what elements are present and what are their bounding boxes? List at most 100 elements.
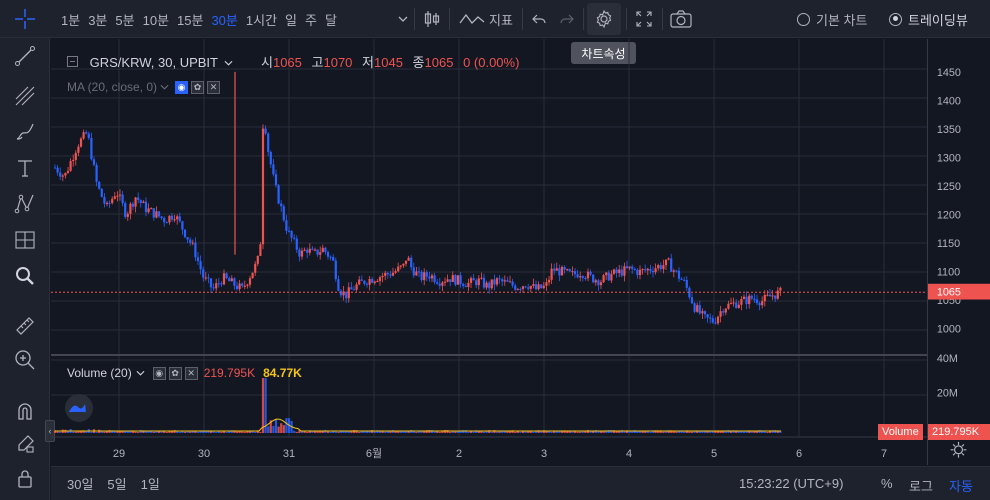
- volume-bar: [407, 430, 410, 433]
- volume-remove-close-icon[interactable]: ✕: [184, 366, 198, 380]
- candle-body: [727, 303, 730, 309]
- magnet-icon[interactable]: [0, 393, 50, 429]
- screenshot-camera-icon[interactable]: [668, 3, 694, 35]
- volume-bar: [568, 430, 571, 433]
- candle-body: [417, 271, 421, 273]
- redo-icon[interactable]: [556, 3, 578, 35]
- symbol-title[interactable]: GRS/KRW, 30, UPBIT: [89, 55, 218, 70]
- lock-drawings-icon[interactable]: [0, 460, 50, 496]
- volume-bar: [605, 430, 608, 433]
- candle-body: [633, 268, 636, 270]
- candle-body: [168, 215, 171, 223]
- prediction-tool-icon[interactable]: [0, 222, 50, 258]
- candle-body: [290, 230, 293, 238]
- collapse-legend-icon[interactable]: [67, 56, 78, 67]
- chart-grid: [51, 39, 927, 437]
- text-tool-icon[interactable]: [0, 150, 50, 186]
- interval-8[interactable]: 주: [305, 12, 317, 28]
- volume-bar: [142, 430, 145, 433]
- volume-bar: [196, 431, 200, 433]
- candle-body: [300, 250, 304, 257]
- volume-bar: [300, 431, 304, 433]
- percent-scale-toggle[interactable]: %: [881, 476, 893, 491]
- ma-settings-gear-icon[interactable]: ✿: [191, 80, 205, 94]
- clock-timezone[interactable]: 15:23:22 (UTC+9): [739, 476, 844, 491]
- magnifier-search-icon[interactable]: [0, 258, 50, 294]
- candle-style-icon[interactable]: [420, 3, 444, 35]
- chart-settings-gear-icon[interactable]: [587, 3, 621, 35]
- volume-bar: [732, 430, 735, 433]
- candle-body: [742, 296, 746, 300]
- volume-bar: [571, 431, 574, 433]
- fullscreen-icon[interactable]: [632, 3, 656, 35]
- range-1[interactable]: 5일: [107, 477, 127, 492]
- axis-settings-gear-icon[interactable]: [950, 441, 967, 458]
- candlestick-series: [53, 71, 782, 326]
- volume-bar: [280, 423, 283, 433]
- interval-9[interactable]: 달: [324, 12, 337, 28]
- candle-body: [446, 279, 449, 282]
- volume-bar: [428, 430, 431, 433]
- volume-bar: [139, 430, 142, 433]
- volume-bar: [134, 431, 137, 433]
- volume-bar: [313, 431, 317, 433]
- ma-chevron-icon[interactable]: [160, 83, 169, 91]
- interval-6[interactable]: 1시간: [245, 12, 278, 28]
- crosshair-tool-icon[interactable]: [0, 0, 50, 38]
- price-axis[interactable]: 1450140013501300125012001150110010501000…: [927, 39, 990, 465]
- interval-1[interactable]: 3분: [88, 12, 108, 28]
- ma-visibility-eye-icon[interactable]: ◉: [175, 80, 189, 94]
- candle-body: [675, 270, 678, 272]
- symbol-chevron-icon[interactable]: [224, 59, 233, 67]
- candle-body: [215, 283, 218, 289]
- undo-icon[interactable]: [528, 3, 550, 35]
- brush-icon[interactable]: [0, 114, 50, 150]
- volume-bar: [724, 430, 727, 433]
- range-0[interactable]: 30일: [67, 477, 94, 492]
- volume-bar: [100, 430, 103, 433]
- candle-body: [66, 170, 70, 173]
- interval-2[interactable]: 5분: [115, 12, 135, 28]
- volume-bar: [534, 430, 538, 433]
- zoom-in-icon[interactable]: [0, 342, 50, 378]
- volume-chevron-icon[interactable]: [136, 369, 145, 377]
- volume-bar: [599, 431, 603, 433]
- volume-bar: [285, 418, 288, 433]
- volume-bar: [740, 431, 743, 433]
- volume-bar: [719, 431, 722, 433]
- candle-body: [737, 304, 740, 308]
- volume-bar: [553, 430, 556, 433]
- candle-body: [384, 272, 387, 276]
- candle-body: [667, 258, 670, 260]
- volume-visibility-eye-icon[interactable]: ◉: [152, 366, 166, 380]
- interval-dropdown-chevron-icon[interactable]: [393, 3, 413, 35]
- volume-bar: [155, 431, 158, 433]
- volume-bar: [514, 431, 517, 433]
- volume-bar: [511, 430, 514, 433]
- tradingview-radio[interactable]: 트레이딩뷰: [889, 3, 989, 35]
- interval-5[interactable]: 30분: [211, 12, 238, 28]
- volume-bar: [467, 431, 470, 433]
- log-scale-toggle[interactable]: 로그: [909, 479, 933, 494]
- interval-7[interactable]: 일: [285, 12, 297, 28]
- auto-scale-toggle[interactable]: 자동: [949, 479, 973, 494]
- trend-line-icon[interactable]: [0, 38, 50, 74]
- volume-settings-gear-icon[interactable]: ✿: [168, 366, 182, 380]
- pattern-tool-icon[interactable]: [0, 186, 50, 222]
- interval-3[interactable]: 10분: [142, 12, 170, 28]
- range-2[interactable]: 1일: [140, 477, 160, 492]
- price-chart[interactable]: 29 30 31 6월 2 3 4 5 6 7: [51, 39, 927, 465]
- basic-chart-radio[interactable]: 기본 차트: [797, 3, 877, 35]
- indicators-button[interactable]: 지표: [455, 3, 517, 35]
- candle-body: [719, 311, 722, 317]
- fib-tools-icon[interactable]: [0, 78, 50, 114]
- ruler-measure-icon[interactable]: [0, 308, 50, 344]
- interval-0[interactable]: 1분: [61, 12, 81, 28]
- volume-bar: [753, 430, 756, 433]
- ma-remove-close-icon[interactable]: ✕: [207, 80, 221, 94]
- candle-body: [77, 146, 80, 153]
- interval-4[interactable]: 15분: [177, 12, 204, 28]
- volume-bar: [542, 430, 545, 433]
- volume-bar: [430, 430, 434, 433]
- stay-in-drawing-mode-icon[interactable]: [0, 426, 50, 462]
